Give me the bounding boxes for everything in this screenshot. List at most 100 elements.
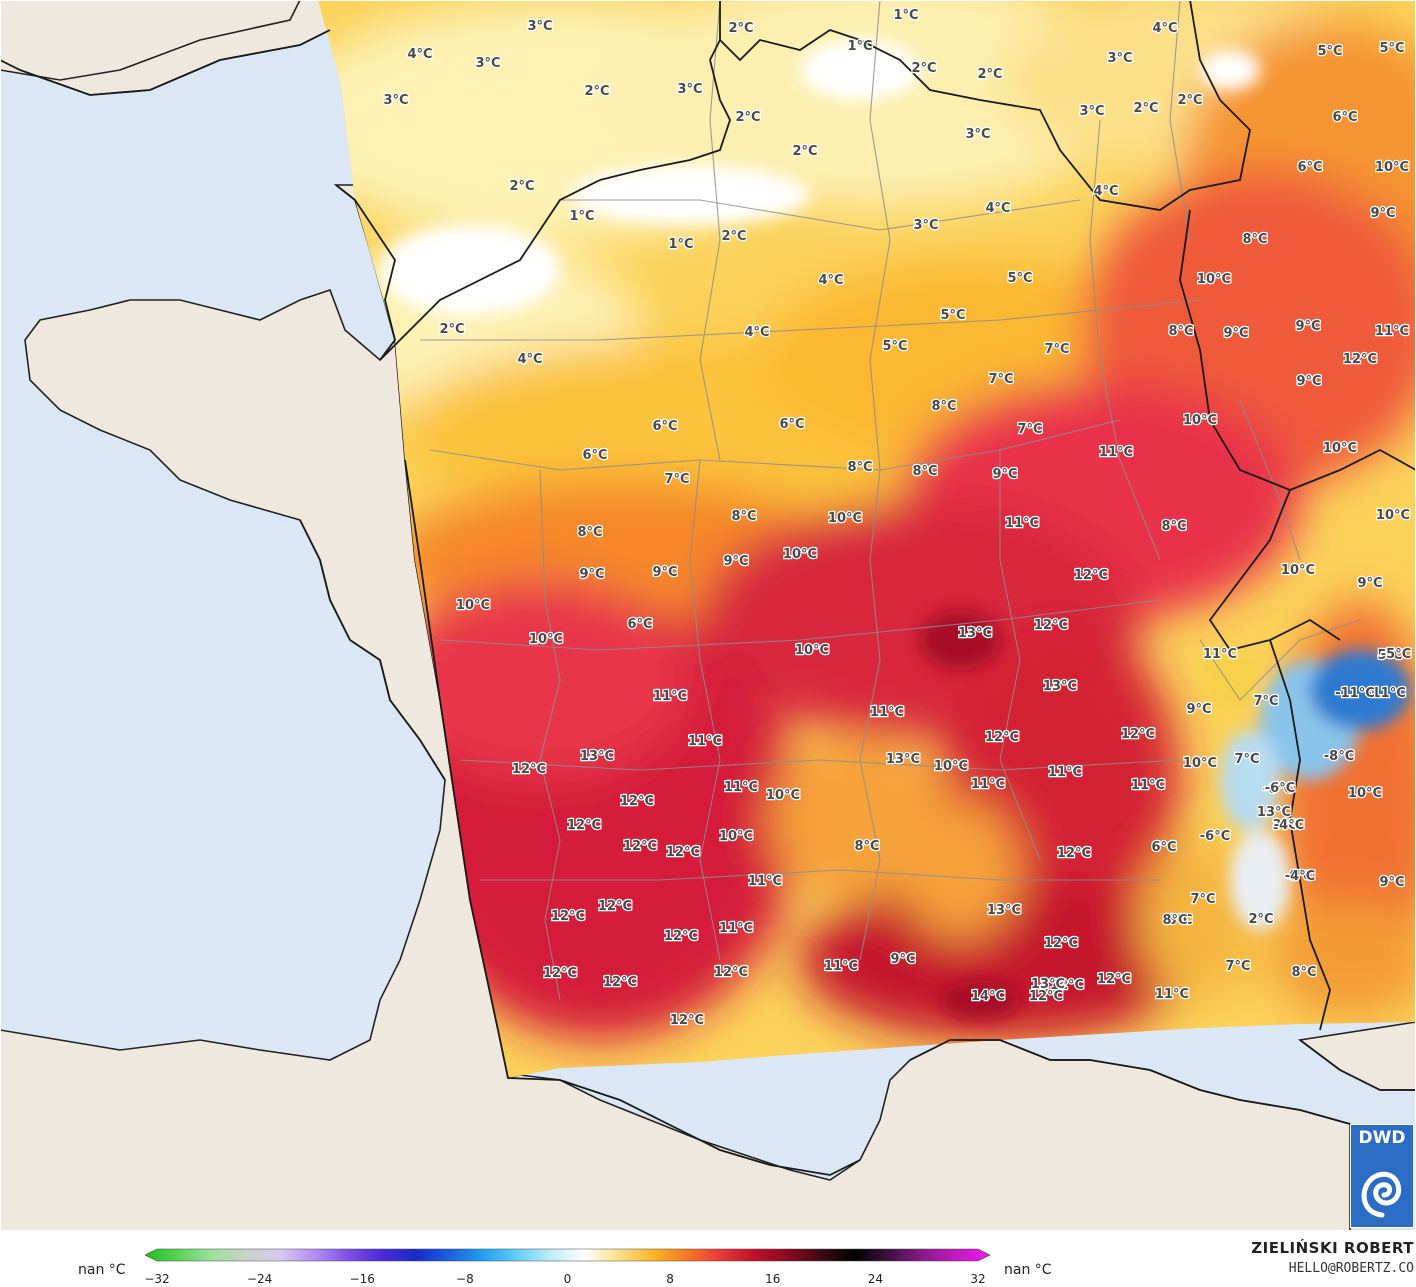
isotherm-label: 3°C: [527, 19, 552, 34]
isotherm-label: 2°C: [439, 322, 464, 337]
isotherm-label: 9°C: [1186, 702, 1211, 717]
isotherm-label: 13°C: [987, 903, 1021, 918]
isotherm-label: 3°C: [677, 82, 702, 97]
isotherm-label: 10°C: [795, 643, 829, 658]
isotherm-label: 12°C: [1343, 352, 1377, 367]
isotherm-label: 11°C: [748, 874, 782, 889]
isotherm-label: 9°C: [723, 554, 748, 569]
isotherm-label: 10°C: [529, 632, 563, 647]
isotherm-label: 5°C: [1379, 41, 1404, 56]
isotherm-label: 12°C: [543, 966, 577, 981]
isotherm-label: 12°C: [512, 762, 546, 777]
isotherm-label: 8°C: [931, 399, 956, 414]
isotherm-label: -4°C: [1285, 869, 1315, 884]
isotherm-label: 3°C: [1272, 818, 1297, 833]
isotherm-label: 4°C: [985, 201, 1010, 216]
isotherm-label: 12°C: [664, 929, 698, 944]
isotherm-label: 6°C: [1151, 840, 1176, 855]
isotherm-label: 8°C: [854, 839, 879, 854]
isotherm-label: 7°C: [1190, 892, 1215, 907]
isotherm-label: 2°C: [721, 229, 746, 244]
isotherm-label: 12°C: [620, 794, 654, 809]
isotherm-label: 12°C: [670, 1013, 704, 1028]
isotherm-label: 6°C: [1297, 160, 1322, 175]
isotherm-label: 10°C: [1376, 508, 1410, 523]
isotherm-label: 11°C: [1375, 324, 1409, 339]
isotherm-label: -11°C: [1335, 686, 1375, 701]
isotherm-label: 8°C: [1161, 519, 1186, 534]
temperature-field: [318, 0, 1416, 1078]
isotherm-label: 11°C: [1131, 778, 1165, 793]
isotherm-label: 11°C: [870, 705, 904, 720]
isotherm-label: -8°C: [1324, 749, 1354, 764]
isotherm-label: -6°C: [1263, 782, 1293, 797]
isotherm-label: 3°C: [475, 56, 500, 71]
isotherm-label: 5°C: [1377, 648, 1402, 663]
colorbar-tick-label: −32: [144, 1272, 169, 1286]
isotherm-label: 12°C: [1044, 936, 1078, 951]
region-borders: [420, 0, 1361, 1001]
isotherm-label: 8°C: [1168, 324, 1193, 339]
isotherm-label: 10°C: [1281, 563, 1315, 578]
isotherm-label: 11°C: [1048, 765, 1082, 780]
swirl-icon: [1361, 1171, 1402, 1218]
national-borders: [0, 0, 1416, 1176]
isotherm-labels: 3°C4°C3°C3°C 2°C3°C2°C1°C1°C2°C 2°C4°C3°C 5…: [382, 7, 1412, 1030]
isotherm-label: 7°C: [988, 372, 1013, 387]
isotherm-label: 10°C: [719, 829, 753, 844]
isotherm-label: 7°C: [1234, 752, 1259, 767]
isotherm-label: 4°C: [1093, 184, 1118, 199]
isotherm-label: 2°C: [977, 67, 1002, 82]
isotherm-label: 12°C: [666, 845, 700, 860]
colorbar-unit-left: nan °C: [78, 1262, 126, 1278]
isotherm-label: 12°C: [551, 909, 585, 924]
isotherm-label: 2°C: [735, 110, 760, 125]
isotherm-label: 3°C: [965, 127, 990, 142]
isotherm-label: 3°C: [913, 218, 938, 233]
isotherm-label: 10°C: [1323, 441, 1357, 456]
isotherm-label: 10°C: [1375, 160, 1409, 175]
isotherm-label: 4°C: [1278, 818, 1303, 833]
temperature-map: 3°C4°C3°C3°C 2°C3°C2°C1°C1°C2°C 2°C4°C3°C 5…: [0, 0, 1416, 1231]
isotherm-label: 8°C: [731, 509, 756, 524]
colorbar-tick-label: 8: [666, 1272, 674, 1286]
colorbar-tick-label: 24: [868, 1272, 883, 1286]
isotherm-label: 9°C: [1379, 875, 1404, 890]
isotherm-label: 13°C: [1043, 679, 1077, 694]
isotherm-label: 12°C: [1074, 568, 1108, 583]
isotherm-label: 6°C: [582, 448, 607, 463]
isotherm-label: 10°C: [1348, 786, 1382, 801]
isotherm-label: 10°C: [828, 511, 862, 526]
isotherm-label: 12°C: [1029, 989, 1063, 1004]
isotherm-label: 2°C: [1177, 93, 1202, 108]
isotherm-label: 9°C: [1295, 319, 1320, 334]
isotherm-label: 13°C: [1257, 805, 1291, 820]
isotherm-label: -11°C: [1366, 686, 1406, 701]
isotherm-label: 12°C: [985, 730, 1019, 745]
isotherm-label: 2°C: [1133, 101, 1158, 116]
isotherm-label: 13°C: [580, 749, 614, 764]
isotherm-label: 11°C: [971, 777, 1005, 792]
isotherm-label: 4°C: [1152, 21, 1177, 36]
isotherm-label: 10°C: [1183, 413, 1217, 428]
isotherm-label: 13°C: [958, 626, 992, 641]
dwd-logo: DWD: [1350, 1124, 1414, 1228]
isotherm-label: 9°C: [579, 567, 604, 582]
isotherm-label: 4°C: [744, 325, 769, 340]
colorbar-tick-label: −8: [456, 1272, 474, 1286]
isotherm-label: 10°C: [934, 759, 968, 774]
isotherm-label: 12°C: [714, 965, 748, 980]
isotherm-label: 6°C: [652, 419, 677, 434]
colorbar-tick-label: 16: [765, 1272, 780, 1286]
colorbar-tick-label: 32: [970, 1272, 985, 1286]
isotherm-label: 6°C: [1332, 110, 1357, 125]
isotherm-label: 4°C: [517, 352, 542, 367]
isotherm-label: 12°C: [1121, 727, 1155, 742]
isotherm-label: 11°C: [1203, 647, 1237, 662]
isotherm-label: 9°C: [1296, 374, 1321, 389]
isotherm-label: 11°C: [1155, 987, 1189, 1002]
isotherm-label: 10°C: [1183, 756, 1217, 771]
credit-email: HELLO@ROBERTZ.CO: [1288, 1261, 1414, 1276]
isotherm-label: 2°C: [509, 179, 534, 194]
isotherm-label: 5°C: [882, 339, 907, 354]
